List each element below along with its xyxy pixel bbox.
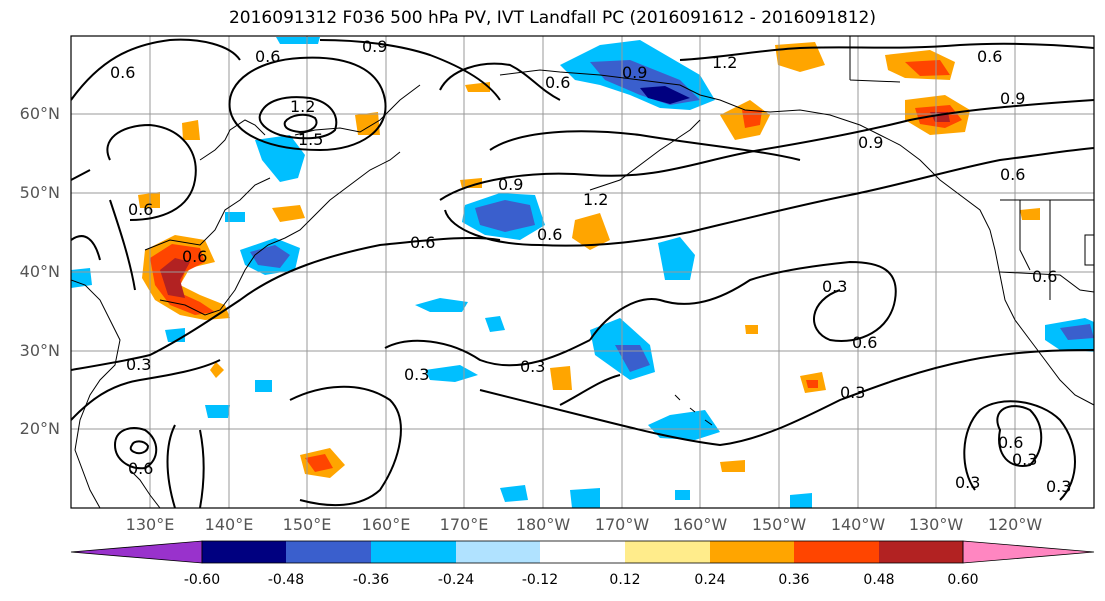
- contour-labels: 0.6 0.6 0.9 1.2 1.5 0.6 0.9 1.2 0.6 0.9 …: [110, 37, 1071, 496]
- contour-label: 0.6: [977, 47, 1002, 66]
- lat-label: 50°N: [19, 183, 60, 202]
- colorbar-cell: [794, 541, 879, 563]
- contour-label: 0.3: [840, 383, 865, 402]
- contour-label: 0.6: [852, 333, 877, 352]
- lon-label: 170°E: [439, 515, 489, 534]
- lon-label: 160°E: [361, 515, 411, 534]
- colorbar-cell: [540, 541, 625, 563]
- lon-label: 120°W: [987, 515, 1043, 534]
- colorbar-tick-label: 0.12: [609, 572, 641, 588]
- lon-label: 160°W: [672, 515, 728, 534]
- lon-label: 150°W: [751, 515, 807, 534]
- contour-label: 0.6: [410, 233, 435, 252]
- contour-label: 0.3: [520, 357, 545, 376]
- contour-label: 0.3: [1046, 477, 1071, 496]
- colorbar-tick-label: 0.36: [778, 572, 810, 588]
- colorbar-tick-label: -0.60: [183, 572, 221, 588]
- coastlines: [71, 36, 1094, 508]
- colorbar-cell: [371, 541, 456, 563]
- map-frame: [70, 35, 1095, 509]
- pv-contours: [71, 38, 1094, 508]
- contour-label: 0.9: [858, 133, 883, 152]
- colorbar-extend-high: [962, 540, 1095, 564]
- colorbar-tick-label: -0.48: [267, 572, 305, 588]
- contour-label: 0.3: [1012, 450, 1037, 469]
- contour-label: 0.6: [1032, 267, 1057, 286]
- colorbar-cell: [710, 541, 794, 563]
- colorbar-tick-label: -0.12: [521, 572, 559, 588]
- lat-label: 30°N: [19, 341, 60, 360]
- contour-label: 0.9: [498, 175, 523, 194]
- contour-label: 0.3: [822, 277, 847, 296]
- lat-label: 20°N: [19, 419, 60, 438]
- contour-label: 1.2: [583, 190, 608, 209]
- colorbar-tick-label: -0.36: [352, 572, 390, 588]
- contour-label: 1.5: [298, 130, 323, 149]
- contour-label: 0.6: [1000, 165, 1025, 184]
- contour-label: 0.6: [182, 247, 207, 266]
- lon-label: 140°E: [204, 515, 254, 534]
- lon-label: 180°W: [515, 515, 571, 534]
- contour-label: 0.6: [128, 200, 153, 219]
- lon-label: 130°W: [908, 515, 964, 534]
- contour-label: 0.3: [955, 473, 980, 492]
- colorbar-cell: [202, 541, 286, 563]
- contour-label: 0.6: [255, 47, 280, 66]
- contour-label: 0.6: [537, 225, 562, 244]
- lon-label: 140°W: [830, 515, 886, 534]
- lon-label: 130°E: [125, 515, 175, 534]
- contour-label: 0.3: [404, 365, 429, 384]
- contour-label: 1.2: [290, 97, 315, 116]
- contour-label: 0.6: [110, 63, 135, 82]
- colorbar-tick-label: 0.24: [694, 572, 726, 588]
- contour-label: 0.9: [1000, 89, 1025, 108]
- pv-anomaly-shading: [71, 37, 1094, 508]
- colorbar: [70, 540, 1095, 564]
- contour-label: 0.6: [998, 433, 1023, 452]
- contour-label: 0.9: [622, 63, 647, 82]
- lat-label: 40°N: [19, 262, 60, 281]
- colorbar-tick-label: -0.24: [437, 572, 475, 588]
- colorbar-cell: [879, 541, 963, 563]
- colorbar-extend-low: [70, 540, 203, 564]
- colorbar-cell: [456, 541, 540, 563]
- colorbar-cell: [625, 541, 710, 563]
- colorbar-cell: [286, 541, 371, 563]
- contour-label: 0.9: [362, 37, 387, 56]
- colorbar-tick-label: 0.60: [947, 572, 979, 588]
- lat-label: 60°N: [19, 104, 60, 123]
- contour-label: 0.6: [128, 459, 153, 478]
- contour-label: 1.2: [712, 53, 737, 72]
- colorbar-tick-label: 0.48: [863, 572, 895, 588]
- contour-label: 0.6: [545, 73, 570, 92]
- lon-label: 170°W: [594, 515, 650, 534]
- map-title: 2016091312 F036 500 hPa PV, IVT Landfall…: [228, 8, 876, 28]
- contour-label: 0.3: [126, 355, 151, 374]
- lon-label: 150°E: [282, 515, 332, 534]
